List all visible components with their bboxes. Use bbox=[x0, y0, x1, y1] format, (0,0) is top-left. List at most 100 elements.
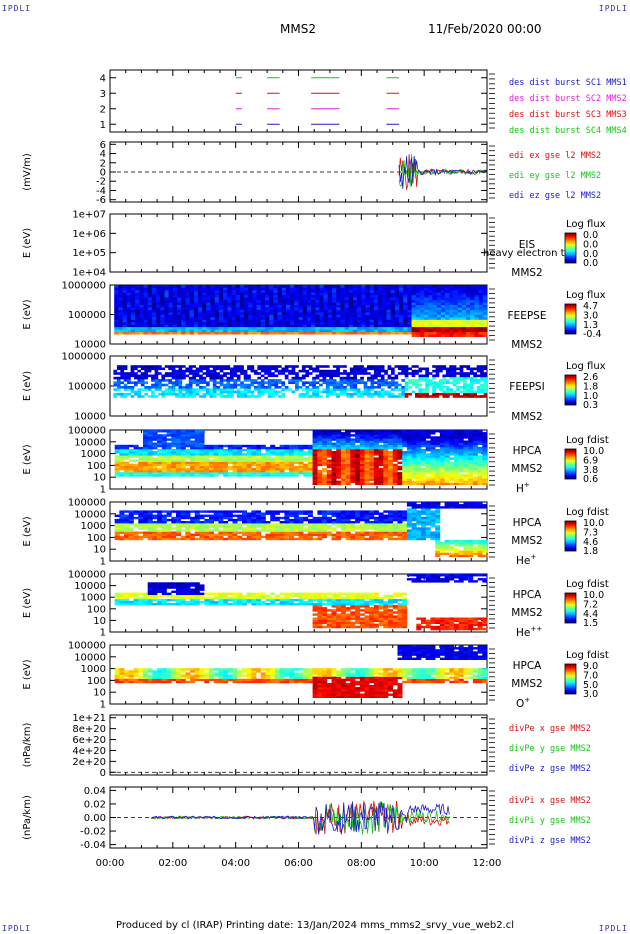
spectrogram-cell bbox=[126, 312, 132, 315]
spectrogram-cell bbox=[301, 367, 306, 371]
spectrogram-cell bbox=[466, 285, 471, 288]
spectrogram-cell bbox=[456, 395, 460, 398]
spectrogram-cell bbox=[449, 446, 455, 450]
spectrogram-cell bbox=[363, 392, 368, 396]
spectrogram-cell bbox=[227, 472, 233, 475]
spectrogram-cell bbox=[439, 369, 443, 373]
spectrogram-cell bbox=[127, 372, 131, 375]
spectrogram-cell bbox=[171, 432, 177, 435]
spectrogram-cell bbox=[359, 472, 365, 475]
spectrogram-cell bbox=[353, 287, 358, 291]
spectrogram-cell bbox=[124, 463, 130, 467]
spectrogram-cell bbox=[483, 372, 488, 375]
spectrogram-cell bbox=[168, 292, 174, 296]
spectrogram-cell bbox=[151, 309, 157, 313]
spectrogram-cell bbox=[317, 472, 323, 475]
spectrogram-cell bbox=[416, 451, 422, 454]
spectrogram-cell bbox=[439, 478, 445, 481]
spectrogram-cell bbox=[257, 388, 262, 391]
spectrogram-cell bbox=[348, 289, 354, 293]
spectrogram-cell bbox=[171, 436, 177, 439]
spectrogram-cell bbox=[284, 463, 290, 467]
spectrogram-cell bbox=[383, 440, 389, 443]
spectrogram-cell bbox=[390, 297, 396, 301]
spectrogram-cell bbox=[359, 438, 365, 441]
spectrogram-cell bbox=[363, 381, 368, 384]
spectrogram-cell bbox=[188, 392, 193, 396]
spectrogram-cell bbox=[436, 302, 442, 305]
spectrogram-cell bbox=[267, 372, 272, 375]
spectrogram-cell bbox=[230, 383, 234, 387]
spectrogram-cell bbox=[239, 319, 245, 323]
spectrogram-cell bbox=[445, 294, 450, 298]
spectrogram-cell bbox=[331, 476, 337, 479]
spectrogram-cell bbox=[235, 294, 241, 298]
spectrogram-cell bbox=[311, 292, 316, 296]
spectrogram-cell bbox=[406, 446, 412, 450]
panel-frame bbox=[109, 213, 488, 273]
spectrogram-cell bbox=[256, 446, 262, 450]
spectrogram-cell bbox=[336, 319, 341, 323]
spectrogram-cell bbox=[326, 440, 332, 443]
spectrogram-cell bbox=[322, 470, 328, 473]
spectrogram-cell bbox=[147, 465, 153, 469]
spectrogram-cell bbox=[237, 470, 243, 473]
spectrogram-cell bbox=[182, 376, 186, 380]
spectrogram-cell bbox=[219, 388, 224, 391]
spectrogram-cell bbox=[327, 294, 333, 298]
spectrogram-cell bbox=[325, 388, 330, 391]
spectrogram-cell bbox=[118, 304, 123, 308]
spectrogram-cell bbox=[480, 365, 484, 368]
spectrogram-cell bbox=[449, 334, 454, 337]
spectrogram-cell bbox=[323, 326, 329, 330]
spectrogram-cell bbox=[218, 449, 224, 452]
spectrogram-cell bbox=[182, 386, 186, 389]
spectrogram-cell bbox=[206, 317, 211, 320]
spectrogram-cell bbox=[281, 321, 287, 325]
spectrogram-cell bbox=[346, 395, 351, 398]
spectrogram-cell bbox=[322, 453, 328, 456]
spectrogram-cell bbox=[130, 309, 136, 313]
spectrogram-cell bbox=[284, 444, 290, 448]
spectrogram-cell bbox=[251, 451, 257, 454]
spectrogram-cell bbox=[236, 365, 241, 368]
spectrogram-cell bbox=[319, 309, 324, 313]
spectrogram-cell bbox=[113, 392, 118, 396]
spectrogram-cell bbox=[195, 381, 200, 384]
spectrogram-cell bbox=[144, 388, 148, 391]
spectrogram-cell bbox=[361, 324, 366, 328]
spectrogram-cell bbox=[116, 383, 121, 387]
spectrogram-cell bbox=[387, 376, 392, 380]
spectrogram-cell bbox=[369, 474, 375, 477]
spectrogram-cell bbox=[134, 372, 138, 375]
spectrogram-cell bbox=[114, 319, 119, 323]
spectrogram-cell bbox=[329, 372, 333, 375]
spectrogram-cell bbox=[223, 367, 227, 371]
spectrogram-cell bbox=[456, 376, 460, 380]
spectrogram-cell bbox=[482, 321, 488, 325]
spectrogram-cell bbox=[472, 472, 478, 475]
colorbar-tick-label: 1.8 bbox=[583, 381, 598, 392]
spectrogram-cell bbox=[483, 374, 488, 378]
spectrogram-cell bbox=[244, 302, 249, 305]
spectrogram-cell bbox=[387, 390, 392, 394]
spectrogram-cell bbox=[171, 463, 177, 467]
spectrogram-cell bbox=[232, 474, 238, 477]
spectrogram-cell bbox=[432, 331, 437, 335]
spectrogram-cell bbox=[382, 329, 387, 333]
spectrogram-cell bbox=[312, 395, 316, 398]
spectrogram-cell bbox=[189, 309, 195, 313]
spectrogram-cell bbox=[128, 465, 134, 469]
spectrogram-cell bbox=[147, 386, 152, 389]
spectrogram-cell bbox=[277, 326, 283, 330]
spectrogram-cell bbox=[369, 331, 375, 335]
spectrogram-cell bbox=[407, 302, 412, 305]
spectrogram-cell bbox=[171, 455, 177, 458]
spectrogram-cell bbox=[114, 444, 120, 448]
spectrogram-cell bbox=[364, 470, 370, 473]
spectrogram-cell bbox=[293, 449, 299, 452]
spectrogram-cell bbox=[260, 287, 266, 291]
spectrogram-cell bbox=[143, 314, 148, 318]
spectrogram-cell bbox=[322, 372, 327, 375]
spectrogram-cell bbox=[355, 440, 361, 443]
